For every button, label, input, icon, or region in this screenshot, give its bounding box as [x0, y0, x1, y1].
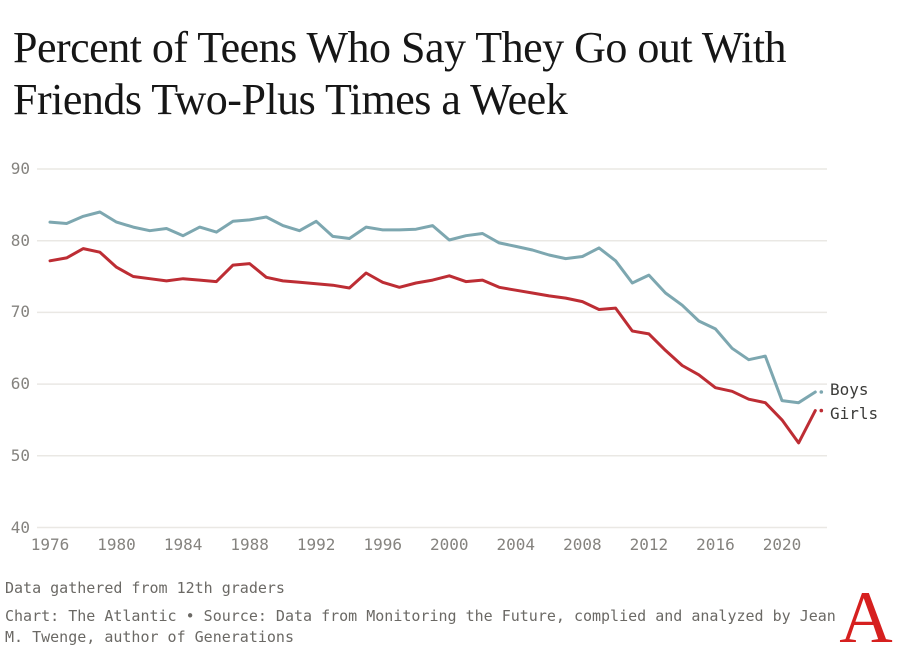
y-tick-label: 50 — [10, 445, 30, 465]
x-tick-label: 2020 — [762, 535, 802, 554]
source-credit-line: Chart: The Atlantic • Source: Data from … — [5, 607, 836, 646]
x-tick-label: 2012 — [629, 535, 669, 554]
y-tick-label: 90 — [10, 159, 30, 178]
line-girls — [48, 247, 817, 445]
y-tick-label: 60 — [10, 374, 30, 394]
x-tick-label: 1980 — [97, 535, 136, 554]
x-tick-label: 1984 — [163, 535, 203, 554]
y-tick-label: 70 — [10, 302, 30, 322]
legend-label-girls: Girls — [830, 403, 879, 423]
x-tick-label: 1976 — [30, 535, 70, 554]
legend-label-boys: Boys — [830, 379, 869, 399]
line-chart-plot — [37, 168, 827, 529]
chart-title-line2: Friends Two-Plus Times a Week — [13, 75, 568, 124]
x-tick-label: 2016 — [696, 535, 735, 554]
x-tick-label: 1996 — [363, 535, 402, 554]
x-tick-label: 1992 — [296, 535, 336, 554]
chart-title-line1: Percent of Teens Who Say They Go out Wit… — [13, 23, 787, 72]
chart-title: Percent of Teens Who Say They Go out Wit… — [13, 22, 893, 126]
chart-footnote: Data gathered from 12th graders — [5, 579, 285, 597]
x-tick-label: 1988 — [230, 535, 269, 554]
line-boys — [48, 210, 817, 405]
legend-leader-dot-boys — [819, 390, 824, 394]
legend-leader-dot-girls — [819, 408, 824, 413]
y-tick-label: 40 — [10, 517, 30, 537]
x-tick-label: 2008 — [563, 535, 602, 554]
x-tick-label: 2004 — [496, 535, 536, 554]
x-tick-label: 2000 — [429, 535, 469, 554]
atlantic-a-logo: A — [839, 577, 893, 650]
y-tick-label: 80 — [10, 230, 30, 250]
